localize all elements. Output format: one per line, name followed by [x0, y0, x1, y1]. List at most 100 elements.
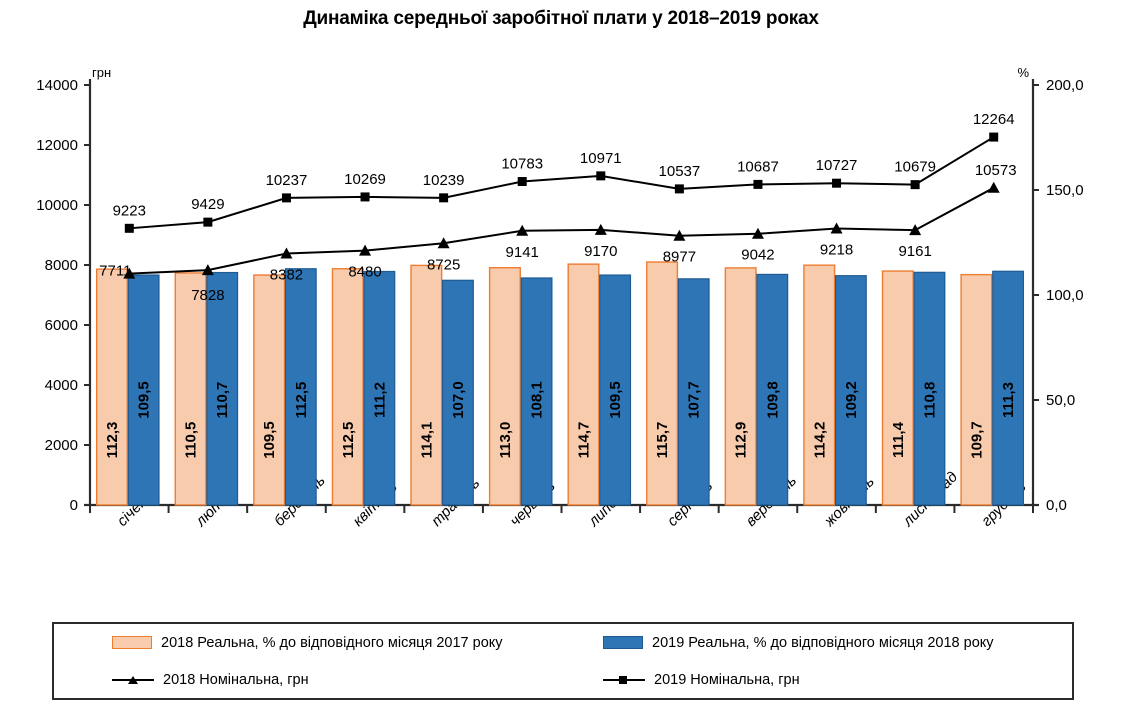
square-marker-icon[interactable] — [753, 179, 763, 189]
chart-legend: 2018 Реальна, % до відповідного місяця 2… — [52, 622, 1074, 700]
bar-label-2018: 114,7 — [576, 422, 593, 459]
line-value-label-2018: 8725 — [427, 256, 460, 273]
bar-label-2019: 111,2 — [371, 382, 388, 418]
left-axis-tick-label: 10000 — [36, 197, 78, 214]
square-marker-icon[interactable] — [989, 132, 999, 142]
triangle-marker-icon[interactable] — [280, 247, 293, 259]
bar-label-2018: 112,5 — [340, 422, 357, 459]
triangle-marker-icon[interactable] — [594, 223, 607, 235]
bar-label-2018: 111,4 — [890, 421, 907, 458]
bar-2018-real[interactable] — [646, 261, 679, 506]
line-value-label-2019: 9429 — [191, 196, 224, 213]
bar-2018-real[interactable] — [724, 267, 757, 506]
chart-plot: 0 2000 4000 6000 8000 10000 12000 14000 грн 0,0 50… — [36, 65, 1084, 531]
left-axis-tick-label: 2000 — [45, 437, 78, 454]
square-marker-icon[interactable] — [203, 217, 213, 227]
bar-label-2019: 110,8 — [921, 382, 938, 419]
bar-2019-real[interactable] — [599, 274, 632, 506]
bar-label-2019: 109,8 — [764, 381, 781, 419]
square-marker-icon[interactable] — [517, 177, 527, 187]
line-value-label-2018: 9141 — [506, 244, 539, 261]
bar-2019-real[interactable] — [913, 271, 946, 506]
triangle-marker-icon[interactable] — [359, 244, 372, 256]
bar-2018-real[interactable] — [881, 270, 914, 506]
right-axis-tick-label: 0,0 — [1046, 497, 1067, 514]
square-marker-icon[interactable] — [596, 171, 606, 181]
bar-label-2018: 112,3 — [104, 422, 121, 459]
legend-item-2019-real[interactable]: 2019 Реальна, % до відповідного місяця 2… — [563, 635, 1072, 651]
page-title: Динаміка середньої заробітної плати у 20… — [303, 8, 819, 29]
line-value-label-2018: 9042 — [741, 247, 774, 264]
left-axis-unit-label: грн — [92, 65, 111, 80]
square-marker-icon[interactable] — [832, 178, 842, 188]
left-axis-tick-label: 4000 — [45, 377, 78, 394]
bar-2018-real[interactable] — [331, 268, 364, 506]
right-axis-tick-label: 150,0 — [1046, 182, 1084, 199]
bar-2018-real[interactable] — [95, 268, 129, 506]
line-value-label-2019: 10237 — [266, 172, 308, 189]
triangle-marker-icon[interactable] — [673, 229, 686, 241]
bar-label-2018: 109,7 — [968, 421, 985, 459]
line-value-label-2019: 9223 — [113, 202, 146, 219]
square-marker-icon[interactable] — [910, 180, 920, 190]
bar-2019-real[interactable] — [127, 274, 160, 506]
legend-item-2018-nominal[interactable]: 2018 Номінальна, грн — [54, 672, 563, 688]
bar-2019-real[interactable] — [363, 270, 396, 506]
bar-2019-real[interactable] — [442, 279, 474, 506]
line-2019-nominal — [129, 136, 995, 230]
bar-2018-real[interactable] — [488, 267, 521, 506]
square-marker-icon[interactable] — [124, 223, 134, 233]
square-marker-icon[interactable] — [674, 184, 684, 194]
square-marker-icon[interactable] — [439, 193, 449, 203]
left-axis-tick-label: 8000 — [45, 257, 78, 274]
triangle-marker-icon[interactable] — [516, 224, 529, 236]
square-marker-icon[interactable] — [360, 192, 370, 202]
triangle-marker-icon[interactable] — [909, 224, 922, 236]
bar-2019-real[interactable] — [520, 277, 553, 506]
triangle-marker-icon[interactable] — [751, 227, 764, 239]
bar-label-2018: 114,1 — [418, 422, 435, 459]
triangle-marker-icon[interactable] — [123, 267, 136, 279]
line-value-label-2018: 9218 — [820, 241, 853, 258]
legend-item-2018-real[interactable]: 2018 Реальна, % до відповідного місяця 2… — [54, 635, 563, 651]
orange-bar-swatch-icon — [112, 636, 152, 649]
bar-2019-real[interactable] — [992, 270, 1024, 506]
bar-2019-real[interactable] — [284, 268, 317, 506]
bar-2019-real[interactable] — [756, 273, 789, 506]
bar-label-2018: 110,5 — [183, 422, 200, 459]
triangle-marker-icon[interactable] — [830, 222, 843, 234]
legend-item-2019-nominal[interactable]: 2019 Номінальна, грн — [563, 672, 1072, 688]
bar-label-2019: 109,5 — [136, 381, 153, 419]
line-value-label-2018: 8977 — [663, 249, 696, 266]
right-axis-tick-label: 50,0 — [1046, 392, 1075, 409]
triangle-marker-icon[interactable] — [987, 181, 1000, 193]
left-axis-tick-label: 6000 — [45, 317, 78, 334]
line-value-label-2019: 10783 — [501, 156, 543, 173]
bar-2018-real[interactable] — [253, 274, 286, 506]
left-axis-tick-label: 0 — [70, 497, 78, 514]
bar-2018-real[interactable] — [410, 264, 443, 506]
line-value-label-2018: 9161 — [898, 243, 931, 260]
right-axis-unit-label: % — [1017, 65, 1029, 80]
bar-2018-real[interactable] — [803, 264, 836, 506]
line-value-label-2019: 10269 — [344, 171, 386, 188]
line-value-label-2019: 10679 — [894, 159, 936, 176]
bar-2018-real[interactable] — [174, 272, 207, 506]
black-square-line-icon — [603, 673, 645, 687]
right-axis-tick-label: 200,0 — [1046, 77, 1084, 94]
bar-label-2019: 107,0 — [450, 381, 467, 419]
bar-2018-real[interactable] — [960, 273, 993, 506]
square-marker-icon[interactable] — [281, 193, 291, 203]
bar-2019-real[interactable] — [206, 271, 239, 506]
bar-label-2019: 108,1 — [529, 381, 546, 419]
triangle-marker-icon[interactable] — [437, 237, 450, 249]
bar-2018-real[interactable] — [567, 263, 600, 506]
blue-bar-swatch-icon — [603, 636, 643, 649]
legend-label: 2019 Реальна, % до відповідного місяця 2… — [652, 634, 994, 651]
triangle-marker-icon[interactable] — [201, 264, 214, 276]
bar-2019-real[interactable] — [677, 278, 710, 506]
bar-2019-real[interactable] — [834, 275, 867, 506]
line-2018-nominal — [129, 186, 995, 275]
bar-label-2018: 115,7 — [654, 422, 671, 459]
line-value-label-2018: 7711 — [99, 263, 131, 280]
